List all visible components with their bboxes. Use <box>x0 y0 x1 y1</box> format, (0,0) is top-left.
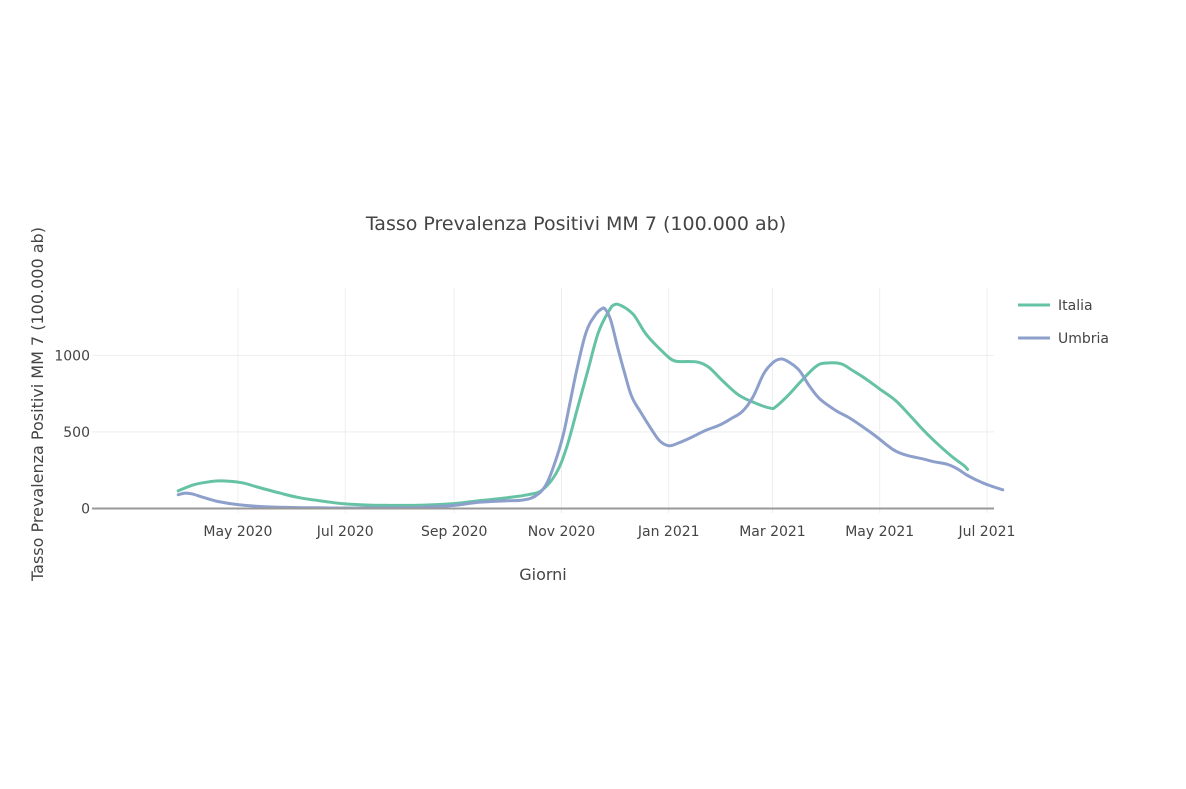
x-tick-label: Jan 2021 <box>637 524 700 540</box>
grid-layer <box>92 288 994 513</box>
x-tick-label: Mar 2021 <box>739 524 806 540</box>
legend-label: Umbria <box>1058 331 1109 347</box>
y-tick-label: 0 <box>81 501 90 517</box>
x-tick-label: May 2021 <box>845 524 914 540</box>
y-axis-title: Tasso Prevalenza Positivi MM 7 (100.000 … <box>28 227 47 582</box>
x-axis-title: Giorni <box>519 565 567 584</box>
legend-item-umbria[interactable]: Umbria <box>1018 331 1109 347</box>
axis-layer: May 2020 Jul 2020 Sep 2020 Nov 2020 Jan 2021… <box>54 348 1015 540</box>
y-tick-label: 1000 <box>54 348 90 364</box>
legend-label: Italia <box>1058 298 1093 314</box>
legend[interactable]: Italia Umbria <box>1018 298 1109 347</box>
x-tick-label: Jul 2021 <box>957 524 1015 540</box>
series-layer <box>176 302 1005 510</box>
series-line-italia <box>176 302 970 507</box>
legend-item-italia[interactable]: Italia <box>1018 298 1093 314</box>
series-line-umbria <box>176 306 1005 510</box>
x-tick-label: May 2020 <box>203 524 272 540</box>
y-tick-label: 500 <box>63 425 90 441</box>
chart-title: Tasso Prevalenza Positivi MM 7 (100.000 … <box>365 213 786 235</box>
x-tick-label: Nov 2020 <box>528 524 595 540</box>
x-tick-label: Jul 2020 <box>316 524 374 540</box>
x-tick-label: Sep 2020 <box>421 524 487 540</box>
